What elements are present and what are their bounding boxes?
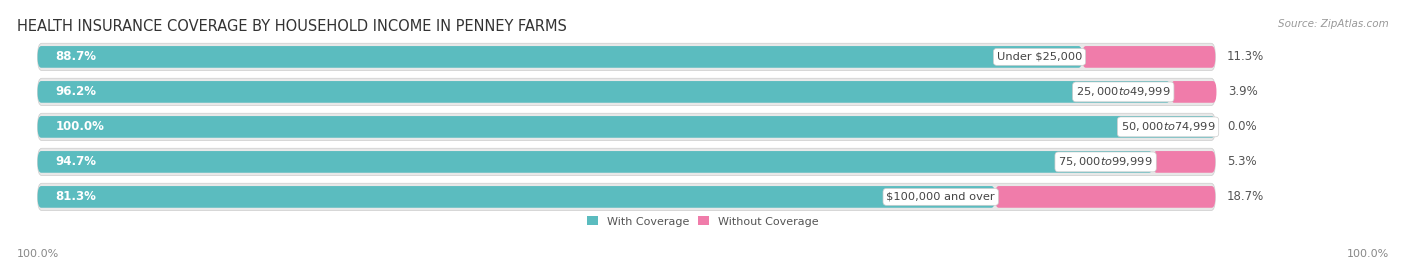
Text: 100.0%: 100.0% (55, 120, 104, 133)
FancyBboxPatch shape (38, 78, 1215, 106)
Text: $25,000 to $49,999: $25,000 to $49,999 (1076, 85, 1171, 98)
FancyBboxPatch shape (1153, 151, 1215, 173)
Text: Under $25,000: Under $25,000 (997, 52, 1083, 62)
FancyBboxPatch shape (38, 148, 1215, 176)
Text: 100.0%: 100.0% (1347, 249, 1389, 259)
Text: 94.7%: 94.7% (55, 156, 96, 168)
FancyBboxPatch shape (1083, 46, 1215, 68)
FancyBboxPatch shape (38, 43, 1215, 70)
Text: $75,000 to $99,999: $75,000 to $99,999 (1059, 156, 1153, 168)
Text: 11.3%: 11.3% (1227, 50, 1264, 63)
FancyBboxPatch shape (38, 116, 1215, 138)
FancyBboxPatch shape (1171, 81, 1216, 103)
FancyBboxPatch shape (38, 186, 995, 208)
Text: 18.7%: 18.7% (1227, 190, 1264, 203)
FancyBboxPatch shape (995, 186, 1215, 208)
Text: HEALTH INSURANCE COVERAGE BY HOUSEHOLD INCOME IN PENNEY FARMS: HEALTH INSURANCE COVERAGE BY HOUSEHOLD I… (17, 19, 567, 34)
Text: $50,000 to $74,999: $50,000 to $74,999 (1121, 120, 1215, 133)
Legend: With Coverage, Without Coverage: With Coverage, Without Coverage (582, 212, 824, 231)
Text: 81.3%: 81.3% (55, 190, 96, 203)
FancyBboxPatch shape (38, 81, 1171, 103)
Text: Source: ZipAtlas.com: Source: ZipAtlas.com (1278, 19, 1389, 29)
Text: $100,000 and over: $100,000 and over (886, 192, 995, 202)
FancyBboxPatch shape (38, 151, 1153, 173)
Text: 3.9%: 3.9% (1229, 85, 1258, 98)
Text: 100.0%: 100.0% (17, 249, 59, 259)
FancyBboxPatch shape (38, 113, 1215, 141)
Text: 96.2%: 96.2% (55, 85, 96, 98)
Text: 0.0%: 0.0% (1227, 120, 1257, 133)
Text: 88.7%: 88.7% (55, 50, 96, 63)
FancyBboxPatch shape (38, 183, 1215, 211)
Text: 5.3%: 5.3% (1227, 156, 1257, 168)
FancyBboxPatch shape (38, 46, 1083, 68)
